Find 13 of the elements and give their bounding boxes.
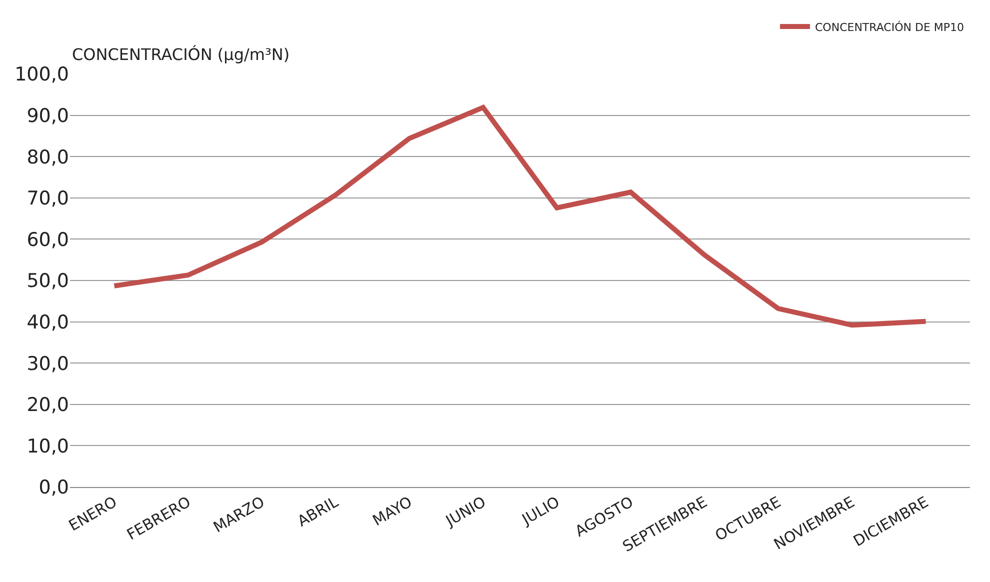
y-tick-label: 90,0 <box>26 104 69 127</box>
y-tick-label: 20,0 <box>26 394 69 416</box>
y-tick-label: 50,0 <box>26 270 69 292</box>
y-tick-label: 10,0 <box>26 435 69 458</box>
y-tick-label: 60,0 <box>26 228 69 251</box>
y-tick-label: 0,0 <box>38 476 69 499</box>
legend-label: CONCENTRACIÓN DE MP10 <box>815 20 964 34</box>
y-tick-label: 80,0 <box>26 146 69 168</box>
y-tick-label: 70,0 <box>26 188 69 210</box>
y-tick-label: 30,0 <box>26 352 69 375</box>
y-tick-label: 100,0 <box>14 64 69 86</box>
y-tick-label: 40,0 <box>26 311 69 334</box>
y-axis-title: CONCENTRACIÓN (µg/m³N) <box>72 45 290 64</box>
